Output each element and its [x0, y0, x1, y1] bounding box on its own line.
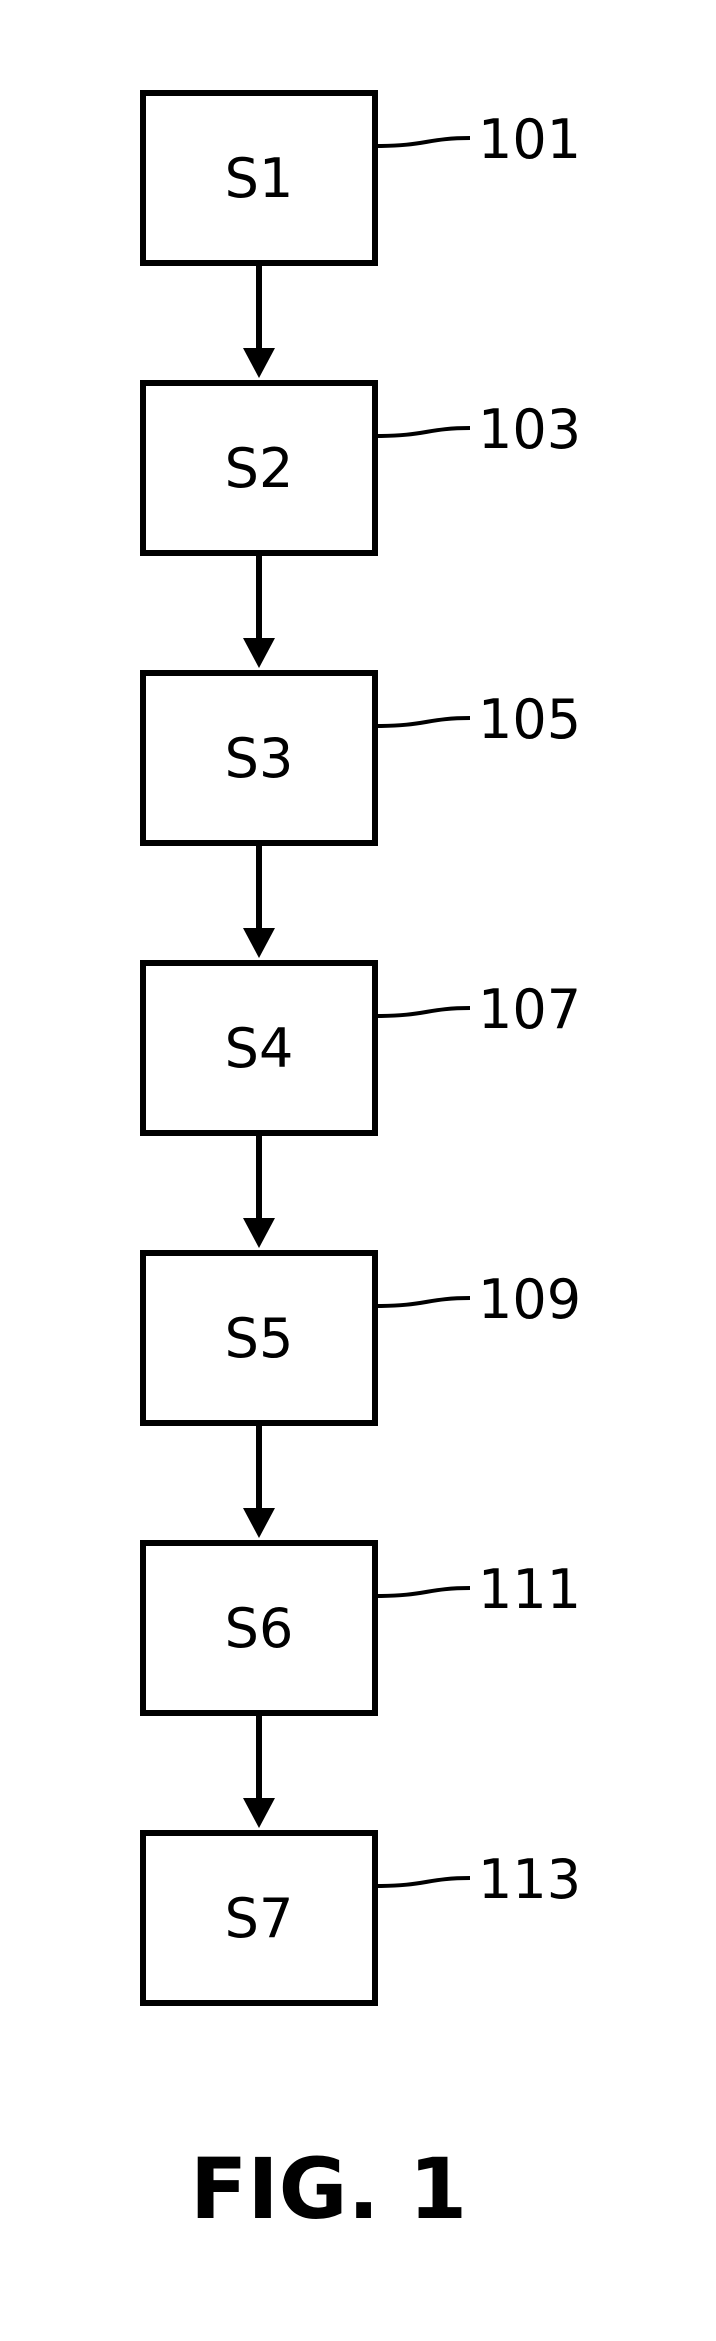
ref-number: 113	[478, 1848, 581, 1911]
flow-node-label: S3	[225, 727, 294, 790]
ref-number: 111	[478, 1558, 581, 1621]
flow-arrow	[229, 554, 289, 672]
flow-arrow	[229, 264, 289, 382]
ref-leader	[374, 678, 494, 758]
ref-leader	[374, 388, 494, 468]
ref-leader	[374, 1838, 494, 1918]
flow-arrow	[229, 1424, 289, 1542]
ref-leader	[374, 1258, 494, 1338]
flow-node-s1: S1	[140, 90, 378, 266]
flow-node-s6: S6	[140, 1540, 378, 1716]
flow-node-s3: S3	[140, 670, 378, 846]
flow-node-label: S7	[225, 1887, 294, 1950]
flow-arrow	[229, 844, 289, 962]
flow-arrow	[229, 1714, 289, 1832]
flow-arrow	[229, 1134, 289, 1252]
figure-canvas: S1 101 S2 103 S3 105 S4 107 S5 109 S6 111 S7 113 FIG. …	[0, 0, 716, 2341]
flow-node-s4: S4	[140, 960, 378, 1136]
ref-number: 107	[478, 978, 581, 1041]
flow-node-label: S6	[225, 1597, 294, 1660]
ref-number: 105	[478, 688, 581, 751]
flow-node-s2: S2	[140, 380, 378, 556]
ref-number: 103	[478, 398, 581, 461]
ref-leader	[374, 98, 494, 178]
flow-node-label: S2	[225, 437, 294, 500]
flow-node-s7: S7	[140, 1830, 378, 2006]
ref-number: 109	[478, 1268, 581, 1331]
ref-leader	[374, 968, 494, 1048]
ref-leader	[374, 1548, 494, 1628]
flow-node-label: S4	[225, 1017, 294, 1080]
figure-caption: FIG. 1	[190, 2140, 467, 2238]
flow-node-s5: S5	[140, 1250, 378, 1426]
flow-node-label: S1	[225, 147, 294, 210]
ref-number: 101	[478, 108, 581, 171]
flow-node-label: S5	[225, 1307, 294, 1370]
